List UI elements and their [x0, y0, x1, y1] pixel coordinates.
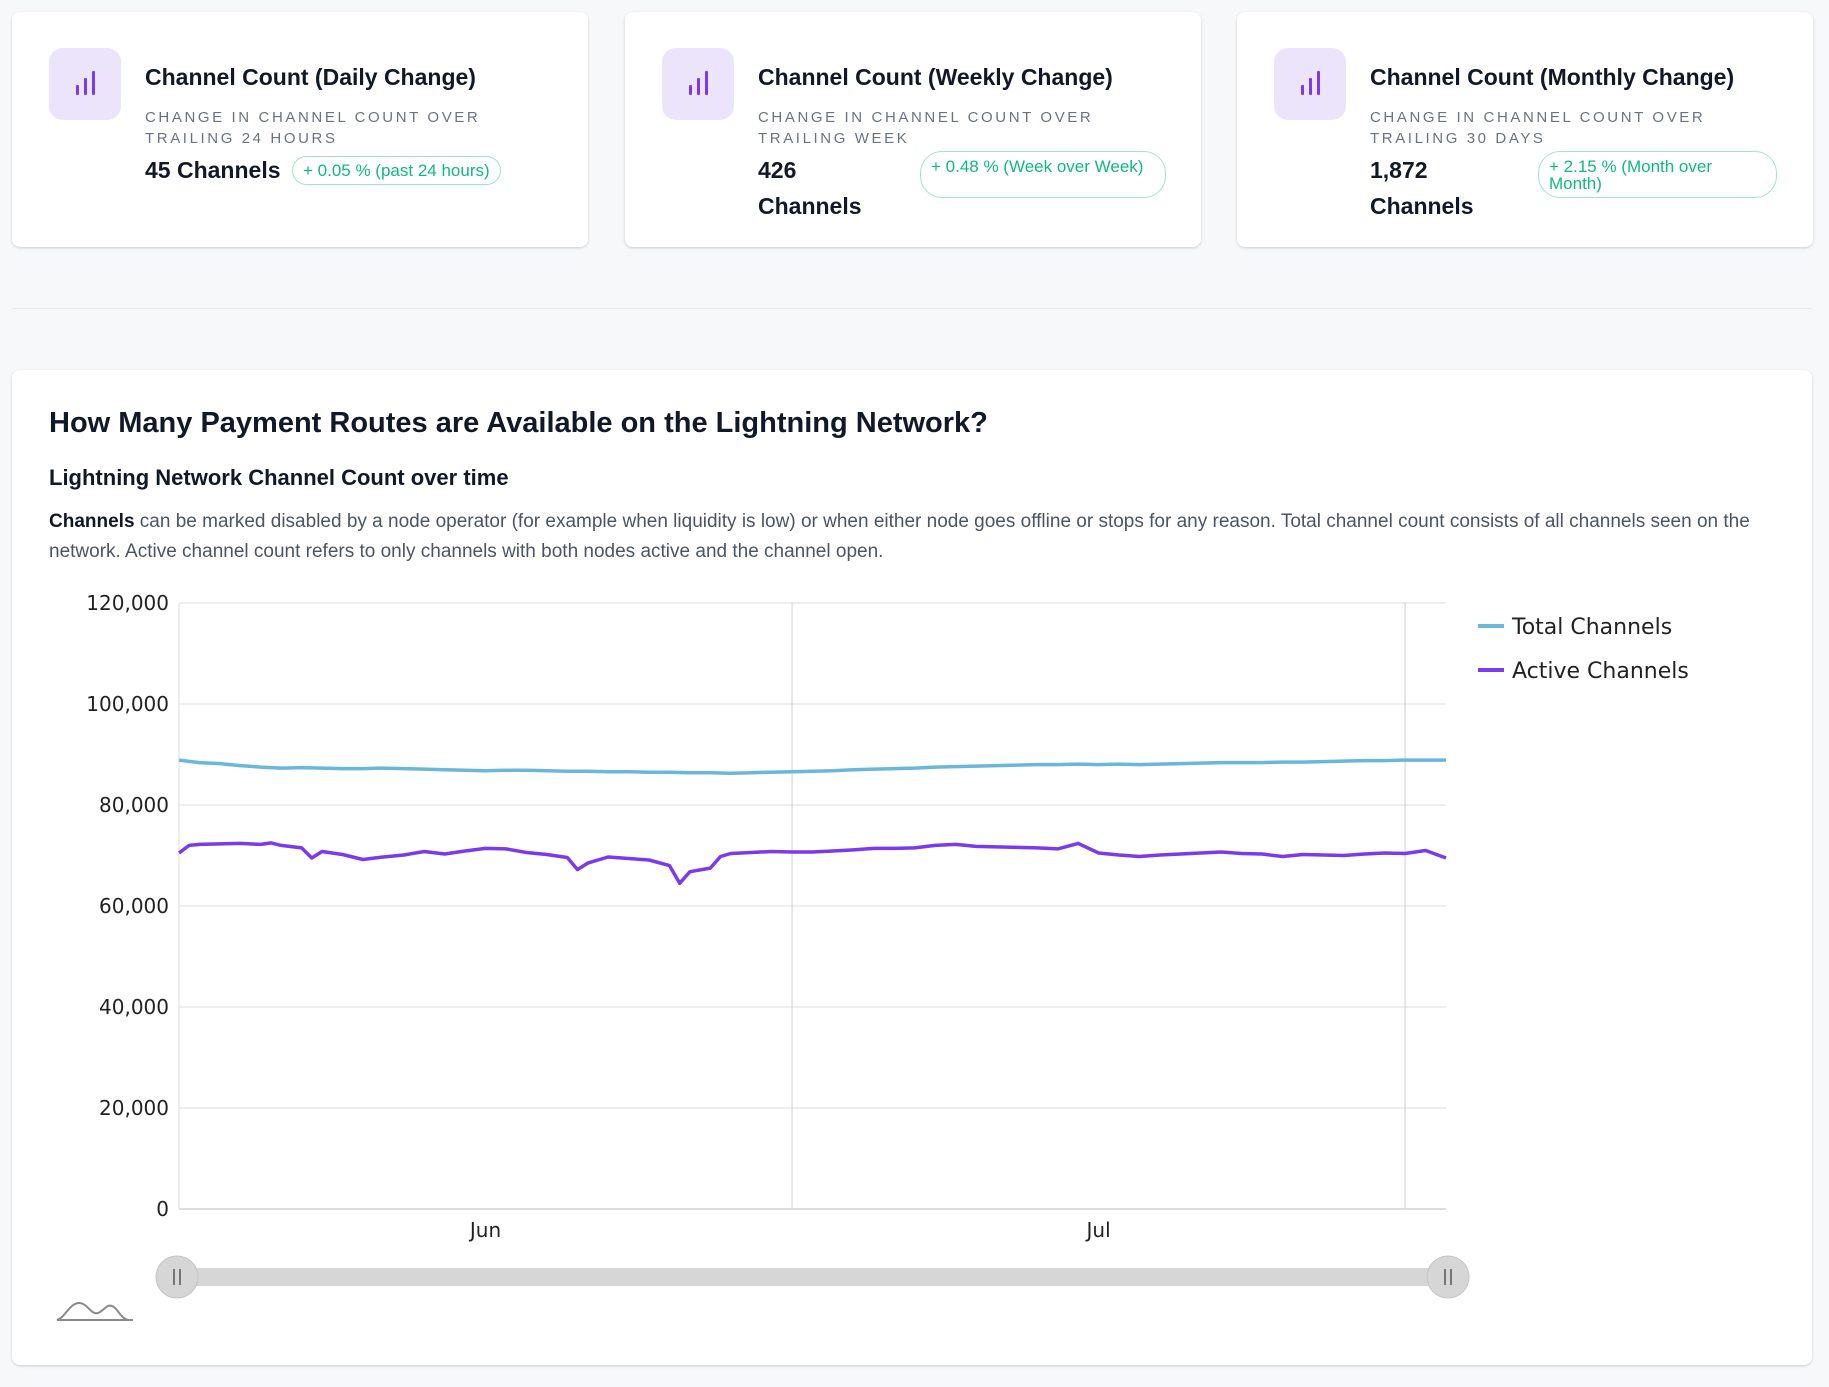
- card-value-number: 426: [758, 157, 797, 183]
- y-tick-label: 40,000: [99, 995, 169, 1019]
- y-tick-label: 80,000: [99, 793, 169, 817]
- series-total-channels-line: [178, 758, 1446, 775]
- card-description: Change in channel count over trailing we…: [758, 109, 1094, 147]
- card-description: Change in channel count over trailing 24…: [145, 109, 481, 147]
- card-monthly-change: Channel Count (Monthly Change) Change in…: [1237, 12, 1813, 247]
- change-badge: + 2.15 % (Month over Month): [1538, 151, 1777, 198]
- change-badge: + 0.05 % (past 24 hours): [292, 156, 501, 185]
- y-tick-label: 60,000: [99, 894, 169, 918]
- card-value-unit: Channels: [1370, 193, 1474, 219]
- chart-grid: [179, 602, 1446, 1210]
- x-tick-label: Jul: [1085, 1218, 1111, 1242]
- y-tick-label: 20,000: [99, 1096, 169, 1120]
- card-title: Channel Count (Monthly Change): [1370, 64, 1735, 90]
- bar-chart-icon: [1274, 48, 1346, 120]
- slider-handle-end[interactable]: [1426, 1255, 1470, 1299]
- range-slider: [56, 1255, 1470, 1321]
- chart-series: [177, 758, 1447, 886]
- bar-chart-icon: [49, 48, 121, 120]
- chart-legend: Total Channels Active Channels: [1478, 615, 1689, 684]
- card-value-unit: Channels: [758, 193, 862, 219]
- legend-label: Active Channels: [1512, 659, 1689, 684]
- area-chart-icon: [56, 1302, 133, 1321]
- section-divider: [12, 308, 1812, 309]
- panel-heading: How Many Payment Routes are Available on…: [49, 407, 988, 439]
- bar-chart-icon: [662, 48, 734, 120]
- change-badge: + 0.48 % (Week over Week): [920, 151, 1166, 198]
- slider-track: [177, 1268, 1448, 1286]
- card-description: Change in channel count over trailing 30…: [1370, 109, 1706, 147]
- card-title: Channel Count (Weekly Change): [758, 64, 1113, 90]
- y-tick-label: 120,000: [86, 591, 169, 615]
- description-bold: Channels: [49, 511, 135, 532]
- card-value-number: 1,872: [1370, 157, 1428, 183]
- chart-description: Channels can be marked disabled by a nod…: [49, 507, 1769, 567]
- chart-axes: 120,000 100,000 80,000 60,000 40,000 20,000 0 J…: [86, 591, 1110, 1242]
- channel-count-panel: How Many Payment Routes are Available on…: [12, 370, 1812, 1365]
- y-tick-label: 100,000: [86, 692, 169, 716]
- card-title: Channel Count (Daily Change): [145, 64, 476, 90]
- slider-handle-start[interactable]: [155, 1255, 199, 1299]
- series-active-channels-line: [177, 841, 1447, 886]
- legend-label: Total Channels: [1511, 615, 1672, 640]
- y-tick-label: 0: [156, 1197, 169, 1221]
- x-tick-label: Jun: [468, 1218, 501, 1242]
- chart-subheading: Lightning Network Channel Count over tim…: [49, 465, 509, 490]
- card-daily-change: Channel Count (Daily Change) Change in c…: [12, 12, 588, 247]
- description-text: can be marked disabled by a node operato…: [49, 511, 1750, 562]
- card-value: 45 Channels: [145, 157, 281, 183]
- card-weekly-change: Channel Count (Weekly Change) Change in …: [625, 12, 1201, 247]
